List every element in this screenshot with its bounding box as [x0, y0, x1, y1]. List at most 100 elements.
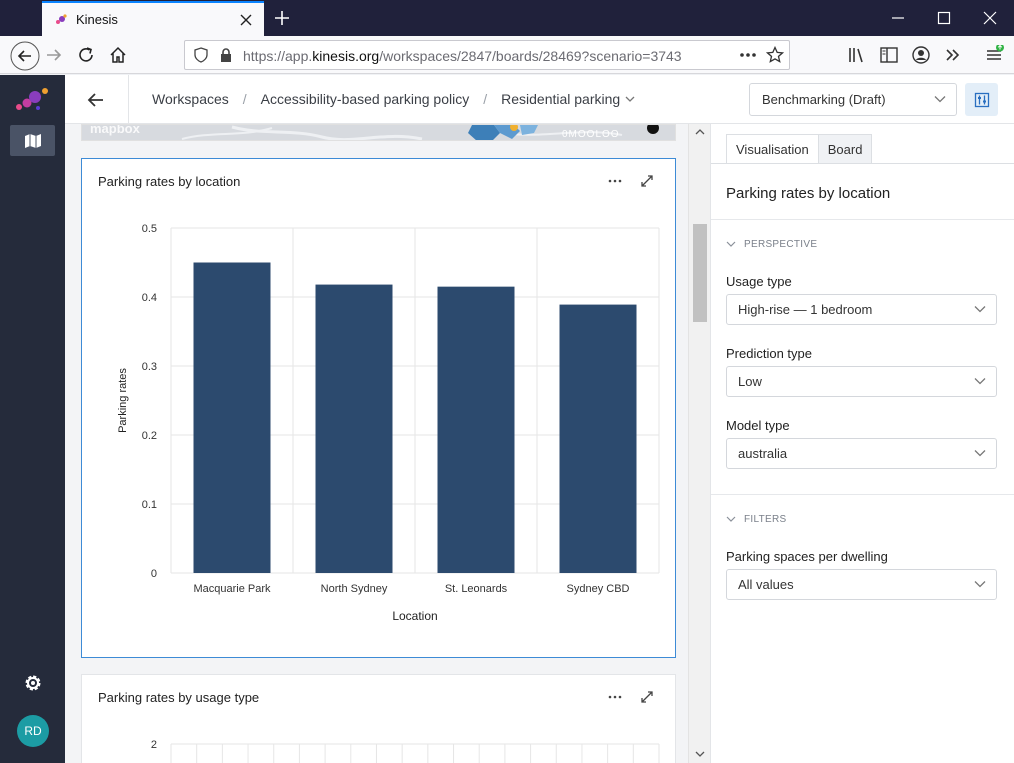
- chevron-down-icon: [726, 241, 736, 247]
- prediction-type-value: Low: [738, 374, 762, 389]
- model-type-value: australia: [738, 446, 788, 461]
- breadcrumb-workspace[interactable]: Accessibility-based parking policy: [260, 91, 470, 107]
- parking-spaces-value: All values: [738, 577, 794, 592]
- scroll-down-icon[interactable]: [695, 750, 705, 758]
- browser-nav-bar: https://app.kinesis.org/workspaces/2847/…: [0, 36, 1014, 74]
- tab-board[interactable]: Board: [818, 134, 873, 164]
- back-icon[interactable]: [10, 41, 40, 71]
- forward-icon[interactable]: [44, 45, 64, 65]
- bar-chart-location: 0 0.1 0.2 0.3 0.4 0.5 Macquarie Park North Sydn…: [117, 223, 660, 623]
- board-canvas: mapbox 0MOOLOO Parking rates by location…: [65, 124, 710, 763]
- bar: [437, 286, 515, 573]
- y-tick-label: 0.5: [142, 223, 157, 235]
- x-tick-label: North Sydney: [321, 583, 388, 595]
- board-scrollbar[interactable]: [688, 124, 710, 763]
- library-icon[interactable]: [847, 45, 867, 65]
- page-actions-icon[interactable]: [739, 48, 757, 62]
- parking-spaces-select[interactable]: All values: [726, 569, 997, 600]
- breadcrumb-workspaces[interactable]: Workspaces: [152, 91, 229, 107]
- parking-spaces-label: Parking spaces per dwelling: [726, 549, 888, 564]
- scenario-value: Benchmarking (Draft): [762, 92, 886, 107]
- back-arrow-icon[interactable]: [85, 89, 107, 111]
- home-icon[interactable]: [108, 45, 128, 65]
- scroll-up-icon[interactable]: [695, 128, 705, 136]
- bar: [315, 284, 393, 573]
- avatar[interactable]: RD: [17, 715, 49, 747]
- lock-icon[interactable]: [219, 47, 233, 63]
- breadcrumb-separator: /: [242, 91, 247, 107]
- card-title: Parking rates by usage type: [98, 690, 260, 705]
- map-preview[interactable]: mapbox 0MOOLOO: [81, 124, 676, 141]
- y-tick-label: 0.3: [142, 361, 157, 373]
- x-axis-label: Location: [392, 609, 437, 623]
- scenario-select[interactable]: Benchmarking (Draft): [749, 83, 957, 116]
- model-type-select[interactable]: australia: [726, 438, 997, 469]
- bar: [193, 262, 271, 573]
- url-text[interactable]: https://app.kinesis.org/workspaces/2847/…: [243, 48, 682, 64]
- divider: [711, 219, 1014, 220]
- sidebar-item-map[interactable]: [10, 125, 55, 156]
- chevron-down-icon: [974, 378, 986, 385]
- prediction-type-select[interactable]: Low: [726, 366, 997, 397]
- x-tick-label: St. Leonards: [445, 583, 508, 595]
- chevron-down-icon: [974, 306, 986, 313]
- url-path: /workspaces/2847/boards/28469?scenario=3…: [379, 48, 682, 64]
- breadcrumb-separator: /: [483, 91, 488, 107]
- perspective-label: PERSPECTIVE: [744, 239, 818, 250]
- x-tick-label: Macquarie Park: [193, 583, 271, 595]
- breadcrumb: Workspaces / Accessibility-based parking…: [152, 91, 635, 107]
- expand-icon[interactable]: [639, 173, 655, 189]
- close-tab-icon[interactable]: [238, 12, 254, 28]
- tab-visualisation[interactable]: Visualisation: [726, 134, 819, 164]
- y-tick-label: 0.1: [142, 499, 157, 511]
- bookmark-star-icon[interactable]: [766, 46, 784, 64]
- bar: [559, 304, 637, 573]
- more-options-icon[interactable]: [607, 689, 623, 705]
- chevron-down-icon: [974, 450, 986, 457]
- new-tab-icon[interactable]: [272, 8, 292, 28]
- url-prefix: https://app.: [243, 48, 313, 64]
- sidebar-toggle-icon[interactable]: [879, 45, 899, 65]
- y-tick-label: 0.2: [142, 430, 157, 442]
- perspective-section-header[interactable]: PERSPECTIVE: [726, 239, 817, 250]
- window-close-icon[interactable]: [982, 10, 998, 26]
- y-tick-label: 2: [151, 739, 157, 751]
- kinesis-logo[interactable]: [14, 87, 52, 113]
- chevron-down-icon[interactable]: [625, 95, 635, 103]
- prediction-type-label: Prediction type: [726, 346, 812, 361]
- mapbox-attribution: mapbox: [90, 124, 140, 136]
- filters-label: FILTERS: [744, 514, 787, 525]
- panel-tabs: Visualisation Board: [726, 134, 873, 164]
- panel-toggle-button[interactable]: [965, 83, 998, 116]
- account-icon[interactable]: [911, 45, 931, 65]
- chart-card-location[interactable]: Parking rates by location 0 0.1 0.2 0.3 0.4 0…: [81, 158, 676, 658]
- y-axis-label: Parking rates: [117, 368, 129, 433]
- minimize-icon[interactable]: [890, 10, 906, 26]
- url-bar[interactable]: https://app.kinesis.org/workspaces/2847/…: [184, 40, 790, 70]
- chevron-down-icon: [974, 581, 986, 588]
- panel-title: Parking rates by location: [726, 185, 891, 202]
- browser-tab[interactable]: Kinesis: [42, 1, 264, 36]
- expand-icon[interactable]: [639, 689, 655, 705]
- menu-icon[interactable]: [984, 45, 1004, 65]
- usage-type-select[interactable]: High-rise — 1 bedroom: [726, 294, 997, 325]
- card-title: Parking rates by location: [98, 174, 241, 189]
- chevron-down-icon: [934, 96, 946, 103]
- app-sidebar: RD: [0, 75, 65, 763]
- gear-icon[interactable]: [23, 673, 43, 693]
- shield-icon[interactable]: [193, 47, 209, 63]
- url-domain: kinesis.org: [312, 48, 380, 64]
- scroll-thumb[interactable]: [693, 224, 707, 322]
- tab-divider: [711, 163, 1014, 164]
- breadcrumb-board[interactable]: Residential parking: [501, 91, 621, 107]
- overflow-chevrons-icon[interactable]: [943, 45, 963, 65]
- maximize-icon[interactable]: [936, 10, 952, 26]
- x-tick-label: Sydney CBD: [567, 583, 630, 595]
- chart-card-usage-type[interactable]: Parking rates by usage type 2: [81, 674, 676, 763]
- filters-section-header[interactable]: FILTERS: [726, 514, 786, 525]
- more-options-icon[interactable]: [607, 173, 623, 189]
- tab-title: Kinesis: [76, 12, 118, 27]
- chevron-down-icon: [726, 516, 736, 522]
- reload-icon[interactable]: [76, 45, 96, 65]
- app-header: Workspaces / Accessibility-based parking…: [65, 75, 1014, 124]
